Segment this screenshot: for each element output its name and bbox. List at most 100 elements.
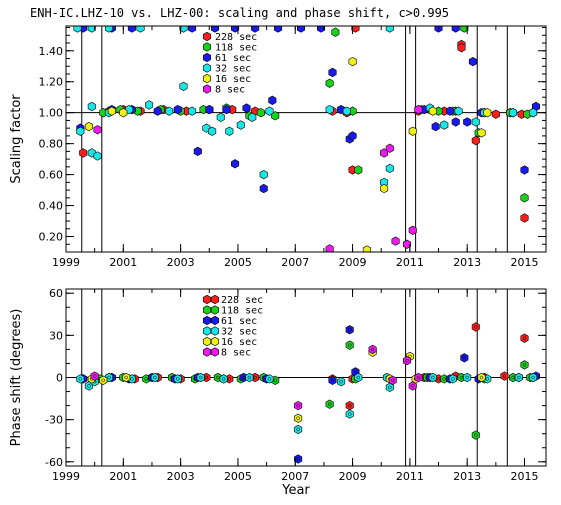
point-center-8-sec: [411, 384, 415, 388]
legend-marker-16-sec: [210, 336, 220, 347]
point-16-sec: [380, 183, 389, 194]
legend-marker-8-sec: [202, 347, 212, 357]
x-tick-label: 1999: [52, 256, 80, 269]
legend-marker-8-sec: [210, 347, 220, 357]
legend-label-8-sec: 8 sec: [221, 348, 251, 359]
x-axis-label: Year: [281, 483, 310, 498]
point-center-8-sec: [296, 403, 300, 408]
point-32-sec: [93, 151, 102, 161]
point-118-sec: [345, 340, 354, 350]
point-center-118-sec: [474, 433, 478, 437]
point-32-sec: [76, 374, 85, 384]
point-center-61-sec: [353, 369, 358, 374]
point-61-sec: [153, 106, 162, 116]
point-16-sec: [408, 126, 417, 136]
point-228-sec: [491, 109, 500, 119]
x-tick-label: 2011: [396, 256, 424, 269]
point-32-sec: [294, 424, 303, 435]
point-32-sec: [471, 117, 480, 127]
point-228-sec: [79, 148, 88, 158]
x-tick-label: 2003: [167, 256, 195, 269]
point-32-sec: [87, 101, 96, 112]
point-61-sec: [127, 26, 136, 33]
point-61-sec: [274, 26, 283, 33]
point-61-sec: [210, 26, 220, 33]
point-61-sec: [431, 121, 440, 132]
point-61-sec: [345, 325, 354, 335]
point-center-61-sec: [242, 375, 246, 380]
point-center-228-sec: [474, 325, 478, 329]
point-32-sec: [179, 26, 188, 33]
point-61-sec: [251, 26, 260, 33]
point-32-sec: [385, 163, 394, 174]
y-tick-label: 30: [49, 329, 63, 342]
x-tick-label: 2005: [224, 470, 252, 483]
point-center-16-sec: [101, 378, 105, 383]
point-61-sec: [348, 131, 357, 141]
point-32-sec: [165, 106, 174, 116]
point-61-sec: [231, 159, 240, 169]
point-61-sec: [242, 103, 251, 113]
point-center-61-sec: [348, 327, 352, 332]
panel-2: 1999 2001 2003 2005 2007 2009 2011 2013 2015 -60 -…: [9, 287, 547, 498]
point-118-sec: [256, 108, 265, 118]
point-61-sec: [193, 146, 202, 157]
point-center-32-sec: [517, 375, 521, 380]
point-center-8-sec: [370, 347, 375, 352]
point-center-32-sec: [431, 375, 435, 380]
data-points: [76, 322, 540, 464]
legend-marker-32-sec: [210, 326, 220, 336]
legend-marker-118-sec: [202, 42, 212, 52]
legend-marker-32-sec: [202, 63, 212, 73]
legend-label-228-sec: 228 sec: [221, 295, 263, 306]
point-8-sec: [408, 225, 417, 235]
point-61-sec: [259, 183, 268, 194]
point-32-sec: [454, 106, 463, 116]
legend-label-16-sec: 16 sec: [215, 74, 251, 85]
x-tick-label: 2009: [339, 256, 367, 269]
point-16-sec: [122, 372, 131, 383]
x-tick-label: 1999: [52, 470, 80, 483]
point-16-sec: [477, 372, 486, 383]
point-16-sec: [428, 106, 437, 116]
legend-marker-61-sec: [202, 315, 212, 326]
legend-marker-16-sec: [202, 336, 212, 347]
point-32-sec: [145, 100, 154, 110]
x-tick-label: 2003: [167, 470, 195, 483]
legend-label-32-sec: 32 sec: [221, 327, 257, 338]
point-61-sec: [460, 353, 469, 363]
point-center-228-sec: [227, 377, 231, 381]
point-center-32-sec: [339, 379, 343, 384]
point-center-32-sec: [199, 375, 203, 380]
point-center-32-sec: [485, 377, 489, 381]
point-228-sec: [471, 135, 480, 146]
y-tick-label: -60: [45, 456, 63, 469]
point-center-16-sec: [296, 416, 300, 421]
y-tick-label: 0.80: [39, 138, 64, 151]
y-tick-label: 1.00: [39, 107, 64, 120]
point-32-sec: [104, 26, 114, 33]
point-16-sec: [99, 375, 108, 385]
point-32-sec: [208, 126, 217, 136]
point-61-sec: [328, 375, 337, 385]
point-center-32-sec: [247, 375, 252, 380]
point-center-118-sec: [511, 375, 515, 380]
legend-marker-228-sec: [210, 294, 220, 305]
x-tick-label: 2005: [224, 256, 252, 269]
point-center-61-sec: [330, 378, 335, 383]
point-center-61-sec: [462, 355, 466, 360]
x-tick-label: 2011: [396, 470, 424, 483]
point-61-sec: [294, 454, 303, 464]
point-61-sec: [205, 104, 214, 115]
point-16-sec: [477, 128, 486, 138]
point-32-sec: [248, 112, 257, 122]
point-center-32-sec: [348, 412, 352, 416]
legend-label-61-sec: 61 sec: [215, 53, 251, 64]
point-32-sec: [173, 374, 182, 384]
point-center-32-sec: [531, 375, 535, 380]
legend-marker-61-sec: [210, 315, 220, 326]
point-center-32-sec: [107, 375, 111, 380]
point-32-sec: [196, 372, 205, 383]
point-center-228-sec: [436, 377, 441, 381]
